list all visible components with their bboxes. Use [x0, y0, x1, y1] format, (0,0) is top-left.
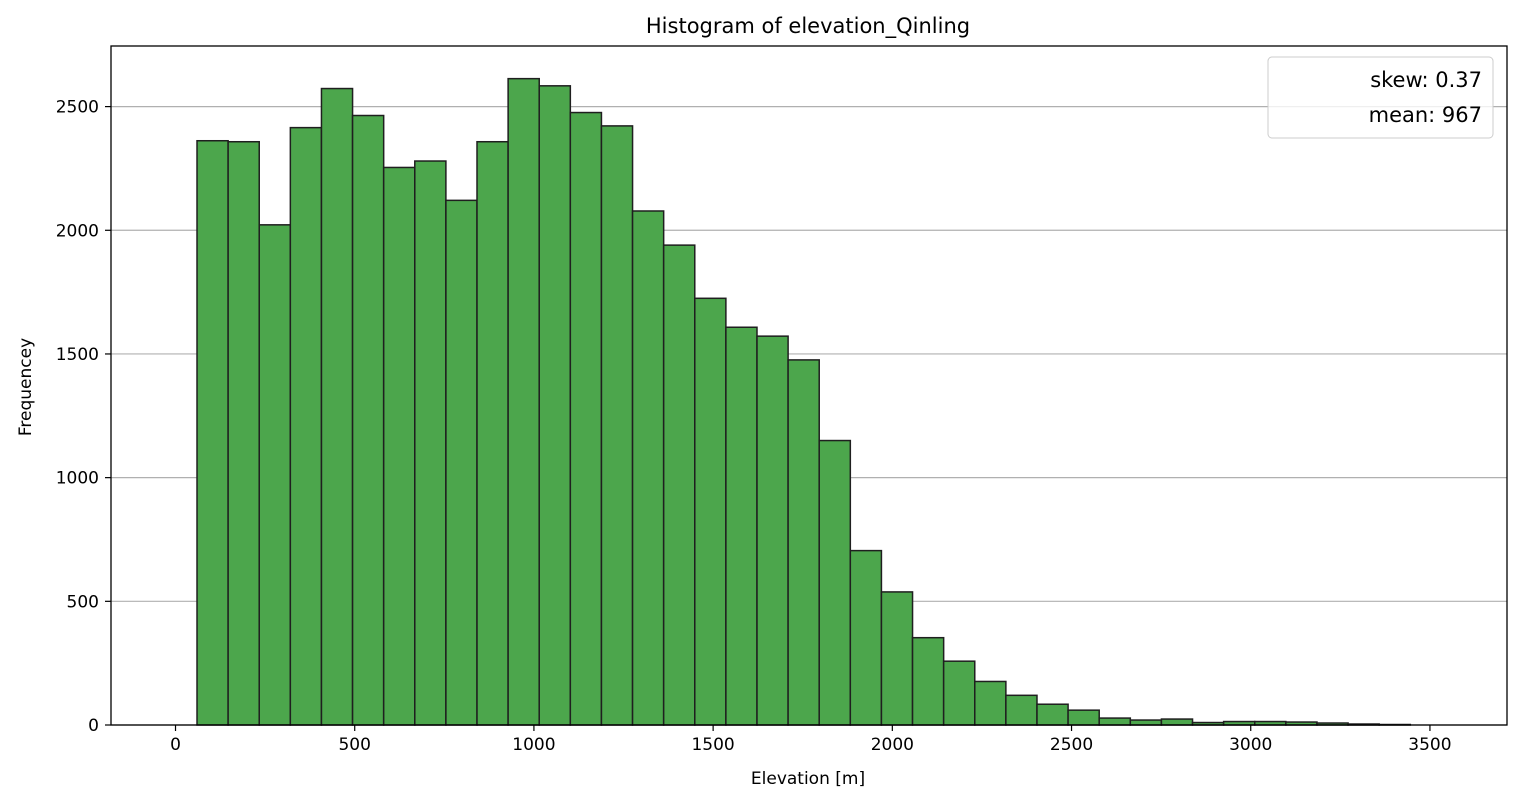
- histogram-bar: [227, 140, 260, 726]
- histogram-bar: [320, 87, 354, 726]
- histogram-bar: [258, 224, 292, 726]
- x-tick-label: 1500: [691, 735, 734, 755]
- histogram-bar: [880, 591, 914, 726]
- histogram-bar: [445, 199, 478, 726]
- histogram-bar: [196, 139, 229, 726]
- legend: skew: 0.37 mean: 967: [1267, 56, 1494, 139]
- histogram-bar: [1005, 694, 1038, 726]
- histogram-bar: [382, 166, 416, 726]
- x-tick-label: 0: [170, 735, 181, 755]
- histogram-bar: [569, 111, 603, 726]
- y-axis-ticks: 0 500 1000 1500 2000 2500: [56, 98, 111, 736]
- x-tick-label: 500: [338, 735, 370, 755]
- histogram-bar: [849, 549, 883, 726]
- x-axis-label: Elevation [m]: [751, 769, 865, 789]
- y-tick-label: 2000: [56, 221, 99, 241]
- histogram-bar: [1067, 709, 1100, 726]
- histogram-bar: [538, 85, 572, 726]
- x-tick-label: 2500: [1050, 735, 1093, 755]
- histogram-bar: [662, 244, 696, 726]
- x-tick-label: 2000: [871, 735, 914, 755]
- x-axis-ticks: 0 500 1000 1500 2000 2500 3000 3500: [170, 725, 1452, 755]
- histogram-bar: [631, 210, 665, 726]
- histogram-bar: [351, 114, 385, 726]
- histogram-bar: [600, 125, 634, 726]
- y-tick-label: 500: [67, 592, 99, 612]
- histogram-bar: [1098, 717, 1132, 726]
- chart-title: Histogram of elevation_Qinling: [646, 14, 970, 39]
- x-tick-label: 3500: [1408, 735, 1451, 755]
- y-tick-label: 1000: [56, 469, 99, 489]
- y-tick-label: 0: [88, 716, 99, 736]
- histogram-bar: [974, 680, 1007, 726]
- legend-box: [1267, 56, 1494, 139]
- histogram-bar: [1129, 719, 1163, 726]
- histogram-bar: [289, 126, 323, 726]
- histogram-bar: [756, 335, 789, 726]
- plot-frame: [110, 45, 1508, 726]
- histogram-bar: [694, 297, 727, 726]
- histogram-bar: [1036, 703, 1069, 726]
- y-tick-label: 2500: [56, 98, 99, 118]
- histogram-bar: [725, 326, 758, 726]
- histogram-bar: [942, 660, 976, 726]
- y-axis-label: Frequencey: [16, 338, 36, 436]
- x-tick-label: 1000: [512, 735, 555, 755]
- histogram-bar: [1160, 718, 1194, 726]
- legend-entry-mean: mean: 967: [1369, 103, 1482, 127]
- histogram-bar: [414, 160, 447, 726]
- histogram-bar: [818, 439, 852, 726]
- histogram-bar: [787, 359, 820, 726]
- histogram-bars: [196, 77, 1412, 726]
- legend-entry-skew: skew: 0.37: [1370, 68, 1482, 92]
- y-tick-label: 1500: [56, 345, 99, 365]
- histogram-bar: [911, 636, 945, 726]
- histogram-bar: [507, 77, 540, 726]
- histogram-bar: [476, 140, 509, 726]
- x-tick-label: 3000: [1229, 735, 1272, 755]
